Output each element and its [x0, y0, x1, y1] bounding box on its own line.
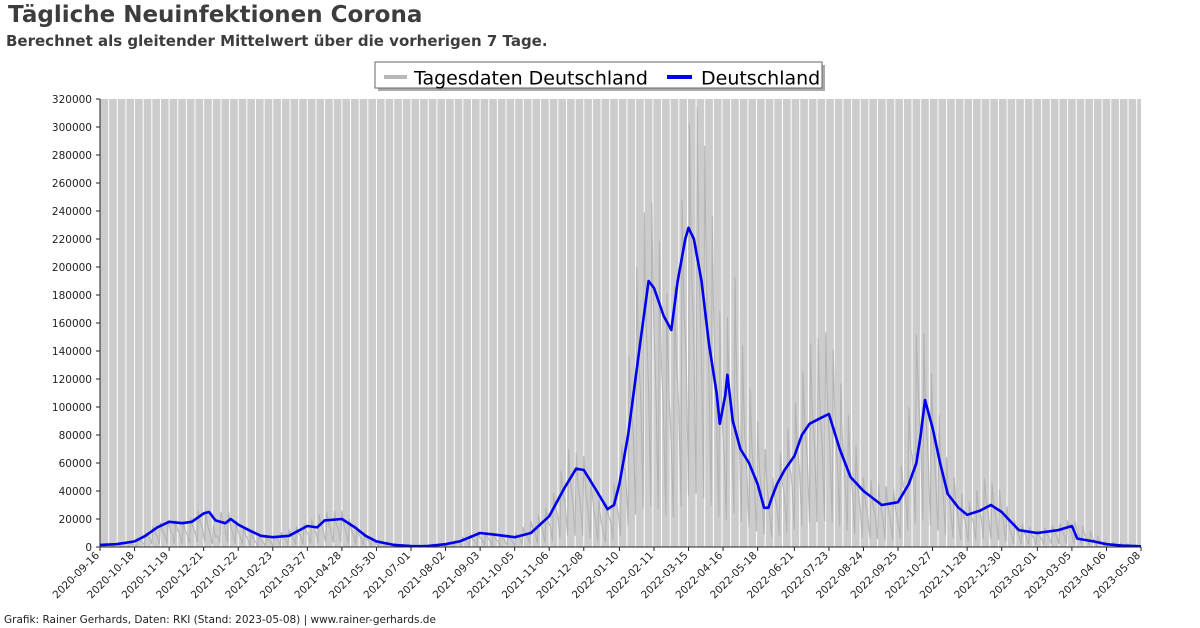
legend-label-average: Deutschland [701, 68, 820, 90]
legend-box [374, 61, 823, 89]
y-tick-label: 240000 [52, 206, 92, 218]
y-tick-label: 40000 [59, 486, 92, 498]
series-line-average [99, 226, 1142, 548]
y-tick-label: 180000 [52, 290, 92, 302]
y-tick-label: 120000 [52, 374, 92, 386]
credit-footer: Grafik: Rainer Gerhards, Daten: RKI (Sta… [4, 614, 436, 626]
y-tick-label: 100000 [52, 402, 92, 414]
y-tick-label: 140000 [52, 346, 92, 358]
y-tick-label: 160000 [52, 318, 92, 330]
y-tick-label: 320000 [52, 94, 92, 106]
y-tick-label: 0 [85, 542, 92, 554]
y-tick-label: 260000 [52, 178, 92, 190]
y-tick-label: 60000 [59, 458, 92, 470]
y-tick-label: 80000 [59, 430, 92, 442]
y-tick-label: 280000 [52, 150, 92, 162]
chart-title: Tägliche Neuinfektionen Corona [8, 2, 423, 28]
series-layer [99, 107, 1142, 548]
y-tick-label: 220000 [52, 234, 92, 246]
legend-label-daily: Tagesdaten Deutschland [413, 68, 648, 90]
gridlines [99, 99, 1138, 547]
y-tick-label: 20000 [59, 514, 92, 526]
y-tick-label: 200000 [52, 262, 92, 274]
chart-subtitle: Berechnet als gleitender Mittelwert über… [6, 32, 548, 50]
series-line-daily [99, 107, 1140, 548]
legend: Tagesdaten Deutschland Deutschland [374, 61, 825, 91]
y-tick-label: 300000 [52, 122, 92, 134]
